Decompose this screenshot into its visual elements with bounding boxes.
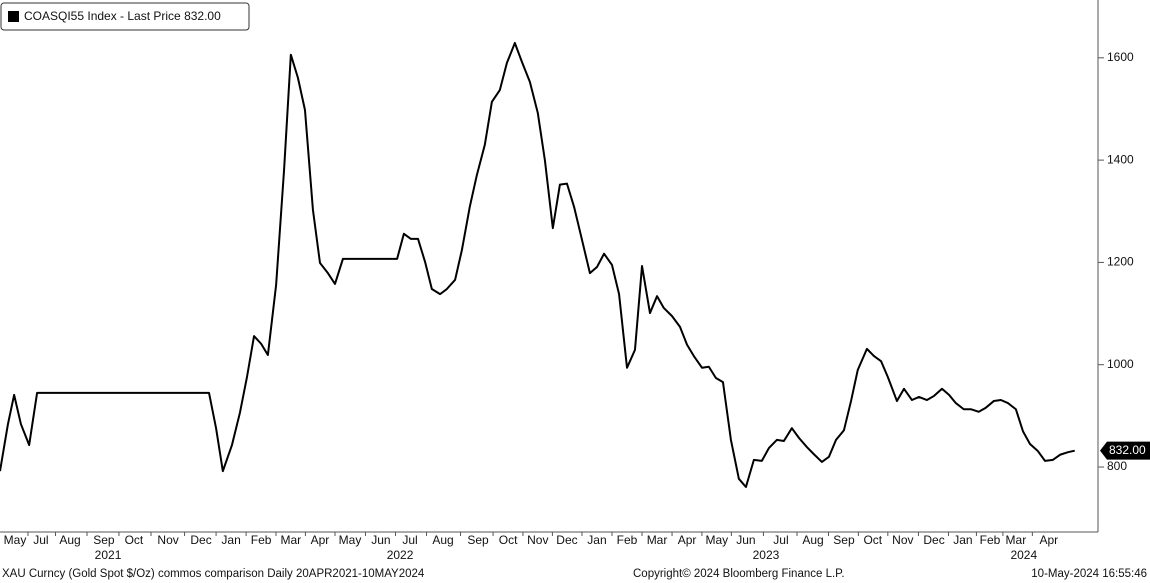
x-tick-label: Aug: [59, 533, 80, 547]
x-tick-label: Jan: [953, 533, 972, 547]
last-price-tag: [1100, 441, 1150, 460]
x-tick-label: Mar: [1006, 533, 1027, 547]
x-tick-label: May: [339, 533, 362, 547]
legend: COASQI55 Index - Last Price 832.00: [0, 2, 250, 31]
x-tick-label: Mar: [647, 533, 668, 547]
x-tick-label: Dec: [923, 533, 944, 547]
x-tick-label: Nov: [527, 533, 548, 547]
x-tick-label: Feb: [617, 533, 638, 547]
year-label: 2022: [387, 548, 414, 562]
x-tick-label: Oct: [863, 533, 882, 547]
x-tick-label: Jan: [221, 533, 240, 547]
x-tick-label: Jun: [736, 533, 755, 547]
legend-swatch: [8, 11, 19, 22]
x-tick-label: Dec: [190, 533, 211, 547]
legend-label: COASQI55 Index - Last Price 832.00: [24, 9, 221, 23]
x-tick-label: Apr: [678, 533, 697, 547]
x-tick-label: Jul: [773, 533, 788, 547]
x-tick-label: Feb: [251, 533, 272, 547]
footer-right: 10-May-2024 16:55:46: [1031, 568, 1147, 580]
x-tick-label: Sep: [833, 533, 855, 547]
y-tick-label: 1600: [1107, 50, 1134, 64]
x-tick-label: May: [4, 533, 27, 547]
legend-box: [0, 2, 250, 31]
y-tick-label: 1200: [1107, 255, 1134, 269]
x-tick-label: Aug: [802, 533, 823, 547]
x-tick-label: Jun: [371, 533, 390, 547]
x-tick-label: Jan: [587, 533, 606, 547]
footer-center: Copyright© 2024 Bloomberg Finance L.P.: [633, 568, 845, 580]
y-tick-label: 800: [1107, 459, 1127, 473]
year-label: 2021: [95, 548, 122, 562]
x-tick-label: Aug: [432, 533, 453, 547]
x-tick-label: Oct: [499, 533, 518, 547]
footer-left: XAU Curncy (Gold Spot $/Oz) commos compa…: [2, 568, 425, 580]
x-tick-label: Sep: [93, 533, 115, 547]
y-tick-label: 1400: [1107, 152, 1134, 166]
x-tick-label: Sep: [467, 533, 489, 547]
x-tick-label: Nov: [892, 533, 913, 547]
year-label: 2023: [753, 548, 780, 562]
x-tick-label: Nov: [157, 533, 178, 547]
x-tick-label: Mar: [281, 533, 302, 547]
series-line: [0, 41, 1075, 488]
y-tick-label: 1000: [1107, 357, 1134, 371]
x-tick-label: Apr: [311, 533, 330, 547]
x-tick-label: Apr: [1039, 533, 1058, 547]
x-tick-label: May: [705, 533, 728, 547]
year-label: 2024: [1010, 548, 1037, 562]
last-price-label: 832.00: [1109, 443, 1146, 457]
x-tick-label: Oct: [125, 533, 144, 547]
x-tick-label: Dec: [556, 533, 577, 547]
x-tick-label: Feb: [980, 533, 1001, 547]
x-tick-label: Jul: [33, 533, 48, 547]
x-tick-label: Jul: [402, 533, 417, 547]
